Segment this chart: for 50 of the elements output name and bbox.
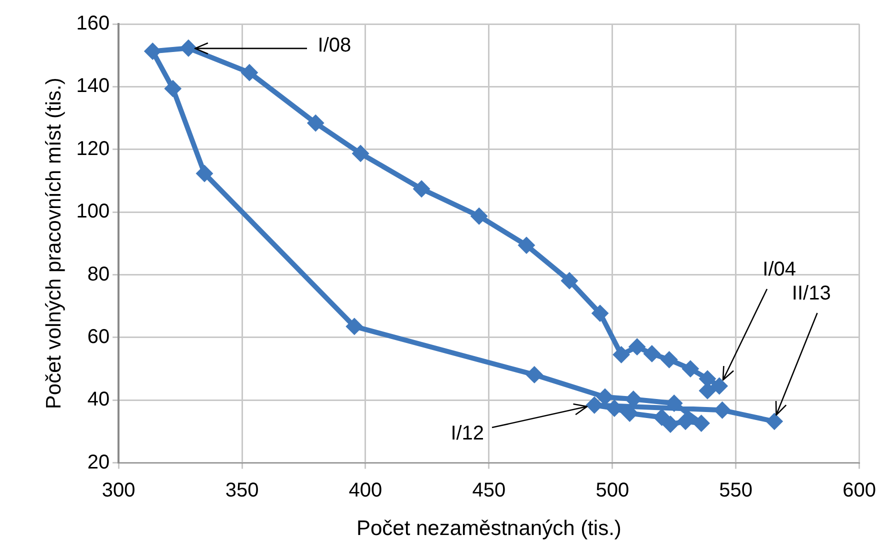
x-tick-label: 450 [472, 479, 506, 502]
x-tick-label: 600 [842, 479, 876, 502]
point [560, 272, 578, 290]
point [470, 208, 488, 225]
point [196, 165, 213, 182]
point [307, 114, 324, 132]
y-axis-title: Počet volných pracovních míst (tis.) [42, 78, 66, 410]
point [144, 42, 162, 60]
point [164, 80, 182, 98]
point [714, 402, 731, 419]
point [666, 394, 683, 412]
point [643, 345, 660, 362]
annotation: I/08 [318, 34, 352, 58]
point [592, 304, 609, 322]
point [413, 180, 430, 198]
y-tick-label: 20 [87, 451, 110, 474]
point [628, 338, 646, 356]
point [346, 318, 363, 335]
point [518, 236, 535, 254]
x-tick-label: 400 [348, 479, 382, 502]
point [586, 396, 603, 414]
y-tick-label: 100 [76, 200, 110, 223]
point [526, 366, 543, 384]
x-tick-label: 500 [596, 479, 630, 502]
point [596, 388, 614, 406]
point [676, 412, 694, 430]
point [662, 416, 679, 433]
annotation: I/12 [450, 422, 484, 446]
point [612, 346, 630, 364]
point [180, 40, 197, 57]
point [352, 144, 370, 162]
point [653, 408, 670, 426]
point [240, 64, 258, 82]
point [766, 412, 783, 430]
point [660, 351, 678, 368]
annotation: I/04 [762, 258, 796, 282]
y-tick-label: 60 [87, 326, 110, 348]
x-tick-label: 300 [102, 479, 136, 502]
x-axis-title: Počet nezaměstnaných (tis.) [356, 517, 622, 540]
point [682, 360, 699, 378]
y-tick-label: 40 [87, 388, 110, 411]
point [692, 414, 710, 432]
y-tick-label: 160 [76, 12, 110, 35]
x-tick-label: 550 [719, 479, 753, 502]
y-tick-label: 140 [76, 75, 110, 98]
annotation: II/13 [792, 282, 831, 306]
y-tick-label: 80 [87, 263, 110, 286]
y-tick-label: 120 [76, 138, 110, 160]
x-tick-label: 350 [225, 479, 259, 502]
point [710, 378, 728, 395]
